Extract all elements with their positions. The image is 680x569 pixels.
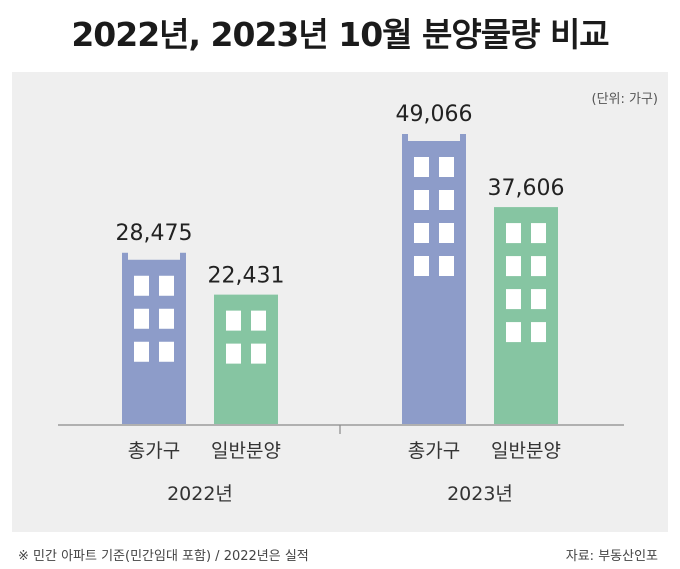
value-label: 22,431	[208, 264, 285, 289]
building-window	[506, 322, 521, 343]
value-label: 37,606	[488, 176, 565, 201]
building-window	[531, 223, 546, 244]
category-label: 일반분양	[491, 440, 561, 462]
bar-top-notch-right	[180, 252, 186, 261]
building-window	[226, 310, 241, 331]
footnote: ※ 민간 아파트 기준(민간임대 포함) / 2022년은 실적	[18, 549, 309, 564]
building-window	[439, 256, 454, 276]
bar-top-notch-left	[122, 252, 128, 261]
category-label: 일반분양	[211, 440, 281, 462]
building-window	[531, 256, 546, 277]
building-window	[251, 343, 266, 364]
building-window	[251, 310, 266, 331]
source-note: 자료: 부동산인포	[565, 549, 658, 564]
building-window	[531, 322, 546, 343]
group-label: 2022년	[167, 483, 233, 505]
chart-panel	[12, 72, 668, 532]
bar-total-2	[402, 141, 466, 424]
building-window	[226, 343, 241, 364]
value-label: 49,066	[396, 102, 473, 127]
group-label: 2023년	[447, 483, 513, 505]
building-window	[506, 289, 521, 310]
building-window	[414, 223, 429, 243]
bar-total-1	[122, 259, 186, 424]
bar-general-1	[214, 294, 278, 424]
category-label: 총가구	[408, 440, 460, 462]
building-window	[439, 190, 454, 210]
building-window	[134, 341, 149, 362]
building-window	[414, 256, 429, 276]
building-window	[439, 157, 454, 177]
bar-top-notch-right	[460, 134, 466, 142]
unit-note: (단위: 가구)	[591, 92, 659, 107]
building-window	[439, 223, 454, 243]
category-label: 총가구	[128, 440, 180, 462]
building-window	[159, 341, 174, 362]
building-window	[506, 256, 521, 277]
building-window	[506, 223, 521, 244]
building-window	[159, 275, 174, 296]
chart-title: 2022년, 2023년 10월 분양물량 비교	[71, 15, 609, 54]
building-window	[414, 157, 429, 177]
bar-general-2	[494, 207, 558, 424]
building-window	[531, 289, 546, 310]
building-window	[414, 190, 429, 210]
building-window	[134, 308, 149, 329]
value-label: 28,475	[116, 221, 193, 246]
bar-top-notch-left	[402, 134, 408, 142]
building-window	[134, 275, 149, 296]
building-window	[159, 308, 174, 329]
